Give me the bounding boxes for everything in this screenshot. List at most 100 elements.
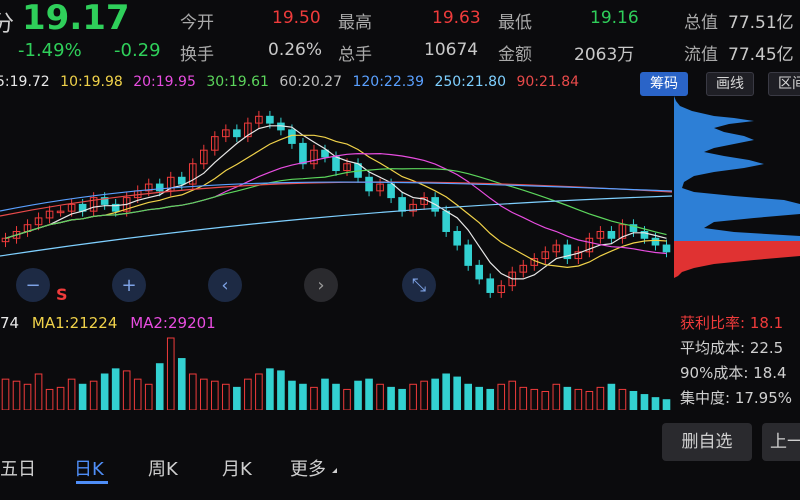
previous-stock-button[interactable]: 上一	[762, 423, 800, 461]
candle-body	[453, 230, 461, 246]
candle-body	[541, 251, 550, 260]
candle-body	[144, 183, 153, 192]
volume-bar	[133, 378, 142, 410]
previous-button[interactable]: ‹	[208, 268, 242, 302]
volume-bar	[266, 368, 274, 410]
range-button[interactable]: 区间	[768, 72, 800, 96]
remove-watchlist-button[interactable]: 删自选	[662, 423, 752, 461]
volume-bar	[464, 383, 473, 410]
volume-bar	[288, 380, 296, 410]
candle-body	[12, 230, 21, 239]
ma5-value: 5:19.72	[0, 74, 50, 90]
candle-body	[409, 203, 417, 212]
volume-bar	[299, 383, 307, 410]
volume-bar	[398, 388, 406, 410]
ma250-value: 250:21.80	[434, 74, 506, 90]
change-percent: -1.49%	[18, 40, 82, 61]
ma20-value: 20:19.95	[133, 74, 196, 90]
tab-active-indicator	[76, 481, 108, 484]
candle-body	[266, 115, 274, 124]
volume-value: 10674	[424, 40, 479, 60]
tab-daily-k[interactable]: 日K	[74, 459, 104, 480]
volume-bar	[100, 373, 109, 410]
candle-body	[563, 244, 572, 260]
candlestick-chart[interactable]	[0, 96, 672, 306]
high-label: 最高	[338, 13, 372, 33]
volume-bar	[67, 378, 76, 410]
zoom-in-button[interactable]: +	[112, 268, 146, 302]
period-label: 分	[0, 12, 15, 37]
volume-bar	[387, 386, 395, 410]
volume-bar	[244, 378, 252, 410]
volume-bar	[519, 386, 528, 410]
ma10-value: 10:19.98	[60, 74, 123, 90]
volume-bar	[310, 386, 318, 410]
amount-value: 2063万	[574, 45, 635, 65]
volume-bar	[365, 378, 373, 410]
reset-zoom-button[interactable]: ⤡	[402, 268, 436, 302]
candle-body	[640, 230, 649, 239]
ma90-line	[0, 181, 672, 217]
candle-body	[398, 197, 406, 212]
ma250-line	[0, 195, 672, 257]
zoom-out-button[interactable]: −	[16, 268, 50, 302]
volume-bar	[453, 376, 461, 410]
candle-body	[111, 203, 120, 212]
candle-body	[607, 230, 616, 239]
chip-distribution-button[interactable]: 筹码	[640, 72, 688, 96]
last-price: 19.17	[22, 0, 130, 38]
candle-body	[662, 244, 671, 253]
volume-bar	[188, 373, 197, 410]
volume-bar	[222, 383, 230, 410]
candle-body	[574, 251, 583, 260]
volume-bar	[155, 363, 164, 410]
candle-body	[552, 244, 561, 253]
volume-bar	[144, 383, 153, 410]
volume-bar	[34, 373, 43, 410]
candle-body	[464, 244, 473, 266]
volume-bar	[376, 383, 384, 410]
volume-bar	[596, 386, 605, 410]
draw-line-button[interactable]: 画线	[706, 72, 754, 96]
volume-bar	[332, 383, 340, 410]
average-cost: 平均成本: 22.5	[680, 339, 784, 357]
volume-bar	[629, 390, 638, 410]
candle-body	[155, 183, 164, 192]
volume-current: 74	[0, 314, 20, 332]
float-cap-value: 77.45亿	[728, 45, 794, 65]
candle-body	[222, 129, 230, 138]
volume-bar	[255, 373, 263, 410]
volume-bar	[166, 337, 175, 410]
volume-bar	[177, 358, 186, 410]
volume-label: 总手	[338, 45, 372, 65]
tab-more[interactable]: 更多	[290, 459, 326, 480]
candle-body	[365, 176, 373, 192]
volume-legend: 74 MA1:21224 MA2:29201	[0, 314, 216, 332]
volume-bar	[89, 380, 98, 410]
candle-body	[519, 264, 528, 273]
tab-weekly-k[interactable]: 周K	[148, 459, 178, 480]
next-button[interactable]: ›	[304, 268, 338, 302]
candle-body	[497, 285, 506, 293]
more-dropdown-icon	[332, 468, 337, 473]
volume-bar	[343, 388, 351, 410]
low-value: 19.16	[590, 8, 639, 28]
tab-monthly-k[interactable]: 月K	[222, 459, 252, 480]
volume-bar	[574, 388, 583, 410]
ma60-value: 60:20.27	[279, 74, 343, 90]
volume-bar	[541, 390, 550, 410]
volume-bar	[585, 390, 594, 410]
tab-five-day[interactable]: 五日	[0, 459, 36, 480]
volume-bar	[651, 397, 660, 410]
profit-ratio: 获利比率: 18.1	[680, 314, 784, 332]
candle-body	[45, 210, 54, 219]
ma30-value: 30:19.61	[206, 74, 269, 90]
sell-marker: S	[56, 285, 68, 304]
volume-bar	[233, 386, 241, 410]
volume-ma2: MA2:29201	[130, 314, 216, 332]
volume-bar	[618, 388, 627, 410]
volume-bar	[442, 373, 450, 410]
candle-body	[244, 122, 252, 138]
volume-bar	[552, 383, 561, 410]
concentration: 集中度: 17.95%	[680, 389, 793, 407]
